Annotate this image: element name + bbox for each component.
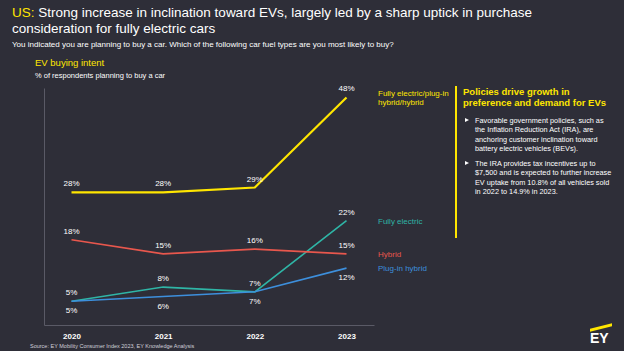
chart-title: EV buying intent bbox=[35, 57, 105, 68]
x-tick-label: 2022 bbox=[246, 332, 264, 341]
panel-bullet: Favorable government policies, such as t… bbox=[463, 116, 615, 153]
series-line bbox=[72, 221, 347, 302]
source: Source: EY Mobility Consumer Index 2023,… bbox=[30, 343, 194, 349]
series-name-line: Fully electric bbox=[378, 217, 422, 226]
x-tick-label: 2023 bbox=[338, 332, 356, 341]
data-label: 8% bbox=[157, 274, 169, 283]
x-tick: 2022 bbox=[246, 325, 264, 341]
panel-heading: Policies drive growth in preference and … bbox=[463, 86, 615, 108]
series-names: Fully electric/plug-inhybrid/hybridFully… bbox=[378, 89, 449, 273]
x-tick-label: 2021 bbox=[155, 332, 173, 341]
data-label: 7% bbox=[249, 279, 261, 288]
series-name-line: Fully electric/plug-in bbox=[378, 89, 449, 98]
panel-divider bbox=[455, 86, 457, 238]
subtitle: You indicated you are planning to buy a … bbox=[12, 40, 612, 50]
x-tick-label: 2020 bbox=[63, 332, 81, 341]
data-label: 12% bbox=[338, 273, 354, 282]
data-label: 29% bbox=[247, 175, 263, 184]
data-label: 48% bbox=[338, 84, 354, 93]
series-line bbox=[72, 268, 347, 301]
side-panel: Policies drive growth in preference and … bbox=[463, 86, 615, 202]
data-label: 5% bbox=[66, 288, 78, 297]
y-axis bbox=[44, 89, 45, 326]
title-prefix: US: bbox=[12, 5, 35, 20]
series-name: Fully electric bbox=[378, 217, 422, 226]
x-axis-line bbox=[45, 325, 375, 326]
y-axis-label: % of respondents planning to buy a car bbox=[35, 71, 166, 80]
plot-area bbox=[72, 97, 347, 301]
x-axis: 2020 2021 2022 2023 bbox=[45, 325, 375, 341]
x-tick: 2021 bbox=[155, 325, 173, 341]
x-tick: 2020 bbox=[63, 325, 81, 341]
title: US: Strong increase in inclination towar… bbox=[12, 5, 612, 37]
series-name: Fully electric/plug-inhybrid/hybrid bbox=[378, 89, 449, 107]
series-name-line: Plug-in hybrid bbox=[378, 264, 427, 273]
data-label: 28% bbox=[63, 179, 79, 188]
panel-bullet: The IRA provides tax incentives up to $7… bbox=[463, 159, 615, 196]
data-label: 15% bbox=[338, 241, 354, 250]
data-label: 18% bbox=[63, 227, 79, 236]
data-label: 5% bbox=[66, 306, 78, 315]
series-name-line: hybrid/hybrid bbox=[378, 98, 424, 107]
data-label: 22% bbox=[338, 208, 354, 217]
logo: EY bbox=[590, 331, 609, 346]
title-text: Strong increase in inclination toward EV… bbox=[12, 5, 532, 36]
data-label: 16% bbox=[247, 236, 263, 245]
data-label: 6% bbox=[157, 302, 169, 311]
series-line bbox=[72, 97, 347, 192]
data-label: 15% bbox=[155, 241, 171, 250]
series-line bbox=[72, 240, 347, 254]
series-name: Hybrid bbox=[378, 250, 401, 259]
data-label: 7% bbox=[249, 297, 261, 306]
series-name: Plug-in hybrid bbox=[378, 264, 427, 273]
data-label: 28% bbox=[155, 179, 171, 188]
series-name-line: Hybrid bbox=[378, 250, 401, 259]
x-tick: 2023 bbox=[338, 325, 356, 341]
data-labels: 28% 28% 29% 48% 5% 8% 7% 22% 18% 15% 16% 15% 5% 6% 7% 1… bbox=[63, 84, 354, 315]
y-axis-line bbox=[44, 89, 45, 326]
